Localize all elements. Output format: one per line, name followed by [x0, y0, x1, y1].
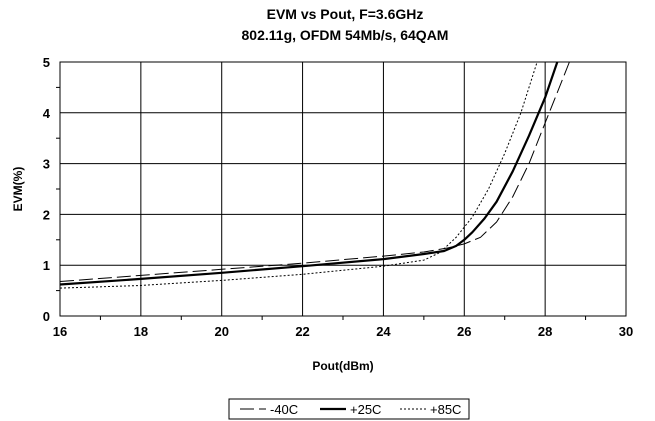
x-tick-label: 20 — [214, 324, 228, 339]
x-tick-label: 24 — [376, 324, 391, 339]
y-axis-label: EVM(%) — [11, 167, 25, 212]
x-tick-label: 18 — [134, 324, 148, 339]
y-tick-labels: 0 1 2 3 4 5 — [43, 55, 51, 324]
x-tick-label: 22 — [295, 324, 309, 339]
x-tick-label: 30 — [619, 324, 633, 339]
series-line — [59, 61, 570, 282]
grid — [56, 62, 626, 320]
x-tick-label: 26 — [457, 324, 471, 339]
x-axis-label: Pout(dBm) — [312, 359, 373, 373]
y-tick-label: 0 — [43, 309, 50, 324]
chart-subtitle: 802.11g, OFDM 54Mb/s, 64QAM — [242, 27, 449, 43]
legend-label: +85C — [430, 402, 461, 417]
y-tick-label: 5 — [43, 55, 50, 70]
x-tick-label: 28 — [538, 324, 552, 339]
y-tick-label: 1 — [43, 258, 50, 273]
legend: -40C +25C +85C — [228, 398, 470, 420]
series-lines — [59, 61, 570, 289]
y-tick-label: 3 — [43, 157, 50, 172]
y-tick-label: 2 — [43, 207, 50, 222]
legend-label: -40C — [270, 402, 298, 417]
chart-title: EVM vs Pout, F=3.6GHz — [267, 6, 424, 22]
series-line — [59, 61, 538, 289]
series-line — [59, 61, 559, 286]
plot-area — [59, 61, 627, 317]
y-tick-label: 4 — [43, 106, 51, 121]
legend-box — [228, 398, 470, 420]
x-tick-label: 16 — [53, 324, 67, 339]
legend-label: +25C — [350, 402, 381, 417]
x-tick-labels: 16 18 20 22 24 26 28 30 — [53, 324, 633, 339]
